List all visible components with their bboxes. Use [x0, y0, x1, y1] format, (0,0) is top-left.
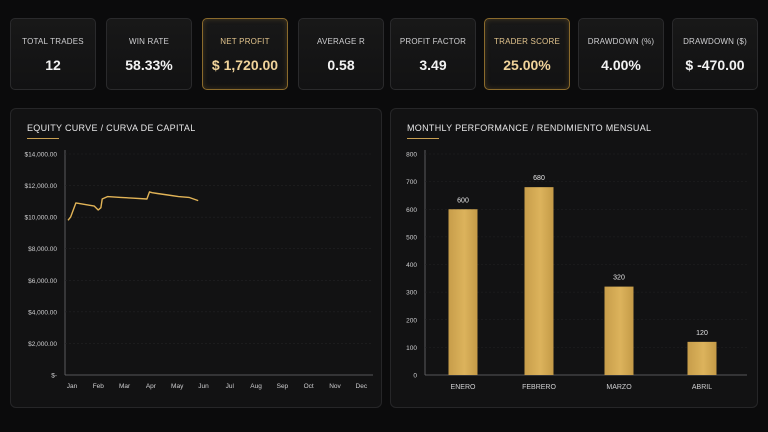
x-tick-label: Jul — [226, 383, 235, 390]
equity-curve-panel: EQUITY CURVE / CURVA DE CAPITAL $- $2,000… — [10, 108, 382, 408]
kpi-value: 58.33% — [125, 57, 173, 73]
kpi-card-average-r: AVERAGE R 0.58 — [298, 18, 384, 90]
kpi-label: TRADER SCORE — [494, 37, 560, 46]
y-tick-label: $6,000.00 — [28, 278, 57, 285]
kpi-label: DRAWDOWN (%) — [587, 37, 655, 46]
kpi-value: 4.00% — [601, 57, 641, 73]
x-tick-label: Dec — [356, 383, 368, 390]
bar-marzo — [604, 286, 634, 375]
title-underline — [27, 138, 59, 139]
kpi-value: $ -470.00 — [685, 57, 745, 73]
y-tick-label: 0 — [413, 373, 417, 380]
kpi-label: WIN RATE — [128, 37, 170, 46]
monthly-performance-chart: 0 100 200 300 400 500 600 700 800 600 ENERO 680 FEBR… — [406, 150, 747, 391]
kpi-label: AVERAGE R — [317, 37, 365, 46]
bar-febrero — [524, 187, 554, 375]
y-tick-label: 500 — [406, 234, 417, 241]
y-tick-label: $2,000.00 — [28, 341, 57, 348]
x-tick-label: Apr — [146, 383, 157, 390]
x-tick-label: Jan — [67, 383, 78, 390]
kpi-card-drawdown-usd: DRAWDOWN ($) $ -470.00 — [672, 18, 758, 90]
bar-data-label: 320 — [613, 275, 625, 282]
kpi-card-drawdown-pct: DRAWDOWN (%) 4.00% — [578, 18, 664, 90]
kpi-value: 0.58 — [327, 57, 355, 73]
kpi-card-profit-factor: PROFIT FACTOR 3.49 — [390, 18, 476, 90]
y-tick-label: 800 — [406, 152, 417, 159]
x-tick-label: ABRIL — [692, 384, 712, 391]
bar-data-label: 680 — [533, 175, 545, 182]
kpi-value: $ 1,720.00 — [211, 57, 279, 73]
equity-curve-chart: $- $2,000.00 $4,000.00 $6,000.00 $8,000.00 $1… — [24, 150, 373, 390]
panel-title: EQUITY CURVE / CURVA DE CAPITAL — [27, 123, 196, 133]
x-tick-label: ENERO — [451, 384, 476, 391]
y-tick-label: 100 — [406, 345, 417, 352]
x-tick-label: Nov — [329, 383, 341, 390]
y-tick-label: 300 — [406, 290, 417, 297]
x-tick-label: Sep — [277, 383, 289, 390]
kpi-value: 25.00% — [503, 57, 551, 73]
kpi-row: TOTAL TRADES 12 WIN RATE 58.33% NET PROF… — [10, 18, 758, 92]
kpi-card-total-trades: TOTAL TRADES 12 — [10, 18, 96, 90]
y-tick-label: $4,000.00 — [28, 309, 57, 316]
x-tick-label: Oct — [304, 383, 314, 390]
kpi-label: TOTAL TRADES — [22, 37, 84, 46]
kpi-card-win-rate: WIN RATE 58.33% — [106, 18, 192, 90]
kpi-label: NET PROFIT — [220, 37, 270, 46]
kpi-label: DRAWDOWN ($) — [683, 37, 747, 46]
kpi-label: PROFIT FACTOR — [399, 37, 467, 46]
kpi-card-trader-score: TRADER SCORE 25.00% — [484, 18, 570, 90]
bar-data-label: 120 — [696, 330, 708, 337]
x-tick-label: FEBRERO — [522, 384, 556, 391]
panel-title: MONTHLY PERFORMANCE / RENDIMIENTO MENSUA… — [407, 123, 652, 133]
kpi-card-net-profit: NET PROFIT $ 1,720.00 — [202, 18, 288, 90]
y-tick-label: 600 — [406, 207, 417, 214]
y-tick-label: 200 — [406, 317, 417, 324]
y-tick-label: 700 — [406, 179, 417, 186]
x-tick-label: Mar — [119, 383, 131, 390]
x-tick-label: Feb — [93, 383, 105, 390]
bar-enero — [448, 209, 478, 375]
y-tick-label: $12,000.00 — [24, 183, 57, 190]
bar-abril — [687, 341, 717, 375]
monthly-performance-panel: MONTHLY PERFORMANCE / RENDIMIENTO MENSUA… — [390, 108, 758, 408]
x-tick-label: Jun — [198, 383, 209, 390]
bar-data-label: 600 — [457, 197, 469, 204]
equity-line — [67, 191, 199, 221]
title-underline — [407, 138, 439, 139]
y-tick-label: $14,000.00 — [24, 152, 57, 159]
y-tick-label: $10,000.00 — [24, 215, 57, 222]
kpi-value: 3.49 — [419, 57, 447, 73]
x-tick-label: MARZO — [606, 384, 632, 391]
x-tick-label: May — [171, 383, 184, 390]
kpi-value: 12 — [45, 57, 61, 73]
x-tick-label: Aug — [250, 383, 262, 390]
y-tick-label: $- — [51, 373, 57, 380]
y-tick-label: 400 — [406, 262, 417, 269]
y-tick-label: $8,000.00 — [28, 246, 57, 253]
